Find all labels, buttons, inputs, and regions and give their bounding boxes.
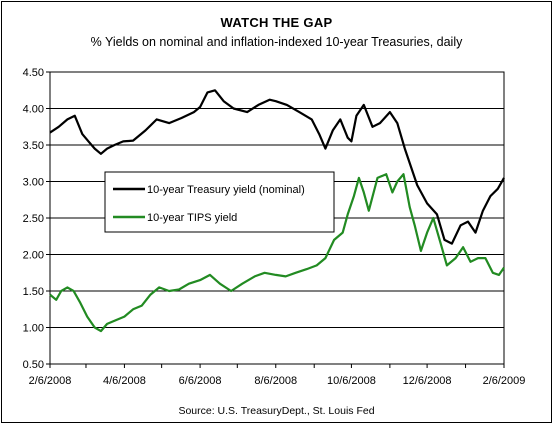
x-tick-label: 4/6/2008 bbox=[103, 375, 146, 387]
legend-label-tips: 10-year TIPS yield bbox=[147, 212, 237, 224]
x-tick-label: 6/6/2008 bbox=[179, 375, 222, 387]
series-lines bbox=[49, 89, 505, 333]
x-tick-label: 10/6/2008 bbox=[327, 375, 376, 387]
x-tick-label: 2/6/2008 bbox=[29, 375, 72, 387]
chart-source: Source: U.S. TreasuryDept., St. Louis Fe… bbox=[178, 405, 375, 417]
y-tick-labels: 0.50 1.00 1.50 2.00 2.50 3.00 3.50 4.00 4.50 bbox=[23, 67, 44, 371]
y-tick-label: 1.00 bbox=[23, 323, 44, 335]
legend-box bbox=[104, 171, 335, 233]
tips-yield-line bbox=[49, 173, 505, 333]
y-tick-label: 0.50 bbox=[23, 359, 44, 371]
chart-title: WATCH THE GAP bbox=[220, 15, 333, 30]
y-tick-label: 2.00 bbox=[23, 250, 44, 262]
x-tick-label: 12/6/2008 bbox=[403, 375, 452, 387]
nominal-yield-line bbox=[49, 89, 505, 245]
x-tick-labels: 2/6/2008 4/6/2008 6/6/2008 8/6/2008 10/6/200… bbox=[29, 375, 526, 387]
y-tick-label: 1.50 bbox=[23, 286, 44, 298]
y-tick-label: 4.50 bbox=[23, 67, 44, 79]
chart-subtitle: % Yields on nominal and inflation-indexe… bbox=[90, 35, 463, 49]
axes bbox=[46, 71, 505, 368]
legend-label-nominal: 10-year Treasury yield (nominal) bbox=[147, 184, 305, 196]
x-tick-label: 2/6/2009 bbox=[483, 375, 526, 387]
y-tick-label: 4.00 bbox=[23, 104, 44, 116]
gridlines bbox=[50, 108, 504, 328]
y-tick-label: 3.50 bbox=[23, 140, 44, 152]
legend: 10-year Treasury yield (nominal) 10-year … bbox=[104, 171, 335, 233]
y-tick-label: 2.50 bbox=[23, 213, 44, 225]
y-tick-label: 3.00 bbox=[23, 177, 44, 189]
x-tick-label: 8/6/2008 bbox=[254, 375, 297, 387]
